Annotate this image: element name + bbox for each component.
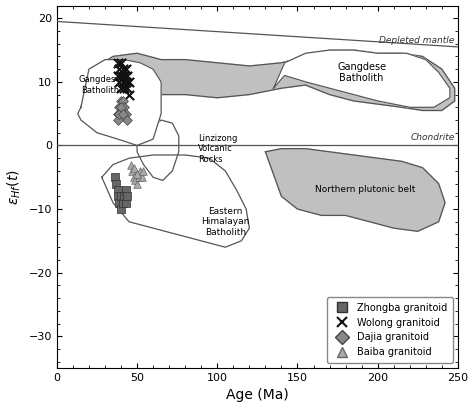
- Text: Gangdese
Batholith: Gangdese Batholith: [337, 62, 386, 83]
- Polygon shape: [102, 155, 249, 247]
- Baiba granitoid: [135, 174, 143, 180]
- Baiba granitoid: [130, 174, 137, 180]
- Zhongba granitoid: [120, 193, 128, 200]
- Baiba granitoid: [133, 180, 141, 187]
- Baiba granitoid: [140, 168, 147, 174]
- Polygon shape: [265, 149, 445, 231]
- Zhongba granitoid: [117, 206, 125, 212]
- Polygon shape: [78, 60, 161, 146]
- Zhongba granitoid: [124, 193, 131, 200]
- Dajia granitoid: [114, 117, 122, 123]
- X-axis label: Age (Ma): Age (Ma): [226, 388, 289, 402]
- Wolong granitoid: [117, 60, 125, 66]
- Dajia granitoid: [116, 111, 123, 117]
- Text: Chondrite: Chondrite: [410, 133, 455, 142]
- Wolong granitoid: [119, 79, 127, 85]
- Baiba granitoid: [132, 177, 139, 184]
- Dajia granitoid: [117, 104, 125, 111]
- Dajia granitoid: [116, 104, 123, 111]
- Wolong granitoid: [117, 72, 125, 79]
- Wolong granitoid: [124, 85, 131, 91]
- Wolong granitoid: [125, 79, 133, 85]
- Wolong granitoid: [117, 85, 125, 91]
- Wolong granitoid: [120, 72, 128, 79]
- Zhongba granitoid: [112, 180, 120, 187]
- Wolong granitoid: [122, 79, 129, 85]
- Wolong granitoid: [114, 60, 122, 66]
- Wolong granitoid: [124, 72, 131, 79]
- Text: Linzizong
Volcanic
Rocks: Linzizong Volcanic Rocks: [198, 134, 237, 164]
- Wolong granitoid: [122, 66, 129, 72]
- Wolong granitoid: [119, 66, 127, 72]
- Wolong granitoid: [125, 91, 133, 98]
- Dajia granitoid: [119, 111, 127, 117]
- Baiba granitoid: [127, 161, 135, 168]
- Wolong granitoid: [114, 72, 122, 79]
- Zhongba granitoid: [111, 174, 118, 180]
- Dajia granitoid: [114, 111, 122, 117]
- Zhongba granitoid: [119, 200, 127, 206]
- Text: Eastern
Himalayan
Batholith: Eastern Himalayan Batholith: [201, 207, 249, 237]
- Dajia granitoid: [122, 111, 129, 117]
- Baiba granitoid: [137, 168, 144, 174]
- Zhongba granitoid: [114, 193, 122, 200]
- Baiba granitoid: [128, 168, 136, 174]
- Zhongba granitoid: [114, 187, 122, 193]
- Wolong granitoid: [120, 85, 128, 91]
- Dajia granitoid: [119, 98, 127, 104]
- Polygon shape: [137, 120, 179, 180]
- Polygon shape: [273, 50, 450, 107]
- Text: Depleted mantle: Depleted mantle: [379, 36, 455, 45]
- Baiba granitoid: [138, 174, 146, 180]
- Zhongba granitoid: [116, 200, 123, 206]
- Baiba granitoid: [133, 171, 141, 177]
- Zhongba granitoid: [117, 193, 125, 200]
- Text: Gangdese
Batholith: Gangdese Batholith: [79, 75, 121, 95]
- Dajia granitoid: [120, 104, 128, 111]
- Zhongba granitoid: [122, 200, 129, 206]
- Zhongba granitoid: [122, 187, 129, 193]
- Text: Northern plutonic belt: Northern plutonic belt: [315, 186, 415, 195]
- Legend: Zhongba granitoid, Wolong granitoid, Dajia granitoid, Baiba granitoid: Zhongba granitoid, Wolong granitoid, Daj…: [327, 297, 453, 363]
- Dajia granitoid: [124, 117, 131, 123]
- Wolong granitoid: [116, 79, 123, 85]
- Baiba granitoid: [130, 164, 137, 171]
- Dajia granitoid: [117, 98, 125, 104]
- Polygon shape: [81, 50, 455, 111]
- Y-axis label: $\varepsilon_{Hf}(t)$: $\varepsilon_{Hf}(t)$: [6, 169, 23, 205]
- Wolong granitoid: [116, 66, 123, 72]
